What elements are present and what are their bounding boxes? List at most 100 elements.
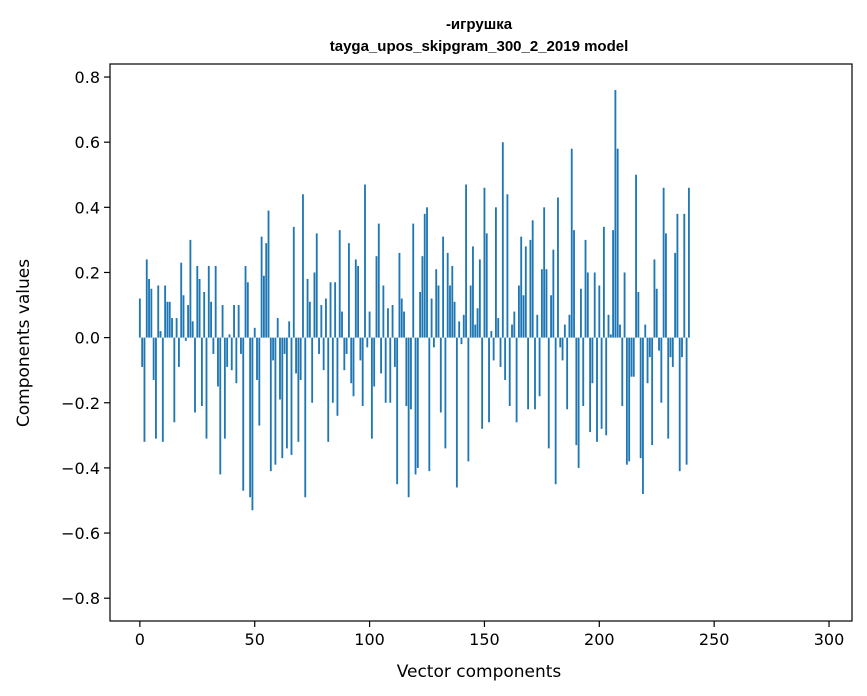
chart-title: -игрушка xyxy=(446,16,513,33)
bar xyxy=(655,288,658,338)
bar xyxy=(338,230,341,338)
bar xyxy=(251,337,254,511)
bar xyxy=(166,301,169,338)
bar xyxy=(375,256,378,338)
bar xyxy=(313,272,316,338)
bar xyxy=(630,337,633,377)
bar xyxy=(285,337,288,449)
bar xyxy=(432,337,435,348)
bar xyxy=(308,301,311,338)
y-axis-ticks: −0.8 −0.6 −0.4 −0.2 0.0 0.2 0.4 0.6 0.8 xyxy=(61,68,110,608)
bar xyxy=(552,249,555,338)
bar xyxy=(455,337,458,488)
bar xyxy=(387,308,389,338)
bar xyxy=(446,252,449,338)
bar xyxy=(223,337,226,439)
bar xyxy=(501,142,504,338)
bar xyxy=(364,184,366,338)
bar xyxy=(495,207,497,338)
bar xyxy=(311,337,314,403)
bar xyxy=(389,337,392,403)
bar xyxy=(577,337,580,468)
bar xyxy=(352,337,355,397)
bar xyxy=(485,233,488,338)
bar xyxy=(212,337,215,354)
bar xyxy=(596,337,598,442)
bar xyxy=(141,337,144,367)
bar xyxy=(598,285,601,338)
bar xyxy=(274,337,277,465)
bar xyxy=(152,337,155,380)
y-tick-label: 0.4 xyxy=(75,198,100,217)
bar xyxy=(279,337,281,400)
bar xyxy=(561,337,564,361)
bar xyxy=(150,288,153,338)
bar xyxy=(616,148,619,338)
bar xyxy=(161,337,164,442)
bar xyxy=(345,337,348,354)
bar xyxy=(235,337,238,384)
bar xyxy=(393,337,396,367)
bar xyxy=(593,272,596,338)
bar xyxy=(504,337,507,380)
bar xyxy=(614,90,617,338)
y-tick-label: 0.2 xyxy=(75,263,100,282)
bar xyxy=(380,337,382,374)
bar xyxy=(359,337,362,361)
bar xyxy=(619,324,621,338)
bar xyxy=(396,337,399,485)
bar xyxy=(469,285,472,338)
bar xyxy=(290,337,293,455)
bar xyxy=(623,272,626,338)
bar xyxy=(421,256,424,338)
bar xyxy=(198,278,201,338)
bar xyxy=(288,321,291,338)
bar xyxy=(648,337,651,358)
plot-frame xyxy=(109,63,853,622)
bar xyxy=(357,265,360,338)
bar xyxy=(405,337,408,407)
bar xyxy=(563,324,566,338)
bar xyxy=(320,305,323,338)
bar xyxy=(373,337,376,387)
bar xyxy=(442,236,445,338)
bar xyxy=(207,265,210,338)
bar xyxy=(522,295,525,338)
bar xyxy=(439,337,442,413)
bar xyxy=(173,337,176,423)
bar xyxy=(474,324,477,338)
bar xyxy=(621,337,624,407)
bar xyxy=(322,337,325,371)
bar xyxy=(662,187,665,338)
bar xyxy=(605,337,608,436)
bar xyxy=(685,337,688,465)
bar xyxy=(155,337,157,439)
bar xyxy=(508,337,511,407)
x-tick-label: 150 xyxy=(469,630,500,649)
bar xyxy=(196,265,199,338)
y-tick-label: −0.4 xyxy=(61,459,100,478)
bar xyxy=(336,337,339,416)
bar xyxy=(237,305,240,338)
bar xyxy=(350,337,353,384)
bar xyxy=(671,337,674,367)
bar xyxy=(478,259,481,338)
y-tick-label: 0.6 xyxy=(75,133,100,152)
bar xyxy=(554,337,557,485)
bar xyxy=(687,187,690,338)
bar xyxy=(249,337,252,498)
x-tick-label: 200 xyxy=(584,630,615,649)
x-tick-label: 0 xyxy=(135,630,145,649)
y-tick-label: −0.2 xyxy=(61,394,100,413)
x-tick-label: 50 xyxy=(245,630,265,649)
bar xyxy=(253,327,256,338)
bar xyxy=(467,337,470,462)
bar xyxy=(329,282,332,338)
bar xyxy=(540,269,543,338)
bar xyxy=(547,337,550,449)
bar xyxy=(573,230,575,338)
bar xyxy=(419,292,422,338)
bar xyxy=(171,318,173,338)
bar xyxy=(575,337,578,446)
bar xyxy=(481,337,484,429)
